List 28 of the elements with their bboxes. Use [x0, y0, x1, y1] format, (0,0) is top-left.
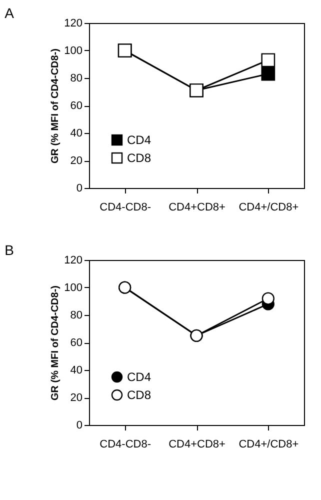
chart-title: B	[4, 242, 14, 258]
legend-label: CD4	[127, 133, 152, 147]
y-tick-label: 40	[70, 128, 82, 140]
y-tick-label: 100	[64, 45, 82, 57]
y-tick-label: 0	[76, 182, 82, 194]
legend-label: CD4	[127, 370, 152, 384]
x-tick-label: CD4+CD8+	[168, 438, 226, 450]
chart-title: A	[4, 5, 15, 21]
legend-label: CD8	[127, 151, 152, 165]
x-tick-label: CD4+/CD8+	[238, 438, 299, 450]
y-tick-label: 80	[70, 72, 82, 84]
x-tick-label: CD4+CD8+	[168, 202, 226, 214]
x-tick-label: CD4-CD8-	[100, 202, 152, 214]
y-tick-label: 0	[76, 420, 82, 432]
y-tick-label: 120	[64, 254, 82, 266]
y-tick-label: 120	[64, 18, 82, 30]
legend-label: CD8	[127, 388, 152, 402]
y-tick-label: 20	[70, 392, 82, 404]
y-tick-label: 40	[70, 364, 82, 376]
x-tick-label: CD4+/CD8+	[238, 202, 299, 214]
y-axis-title: GR (% MFI of CD4-CD8-)	[50, 286, 62, 400]
y-tick-label: 60	[70, 100, 82, 112]
y-axis-title: GR (% MFI of CD4-CD8-)	[50, 48, 62, 164]
y-tick-label: 60	[70, 337, 82, 349]
y-tick-label: 20	[70, 155, 82, 167]
y-tick-label: 100	[64, 282, 82, 294]
y-tick-label: 80	[70, 310, 82, 322]
x-tick-label: CD4-CD8-	[100, 438, 152, 450]
